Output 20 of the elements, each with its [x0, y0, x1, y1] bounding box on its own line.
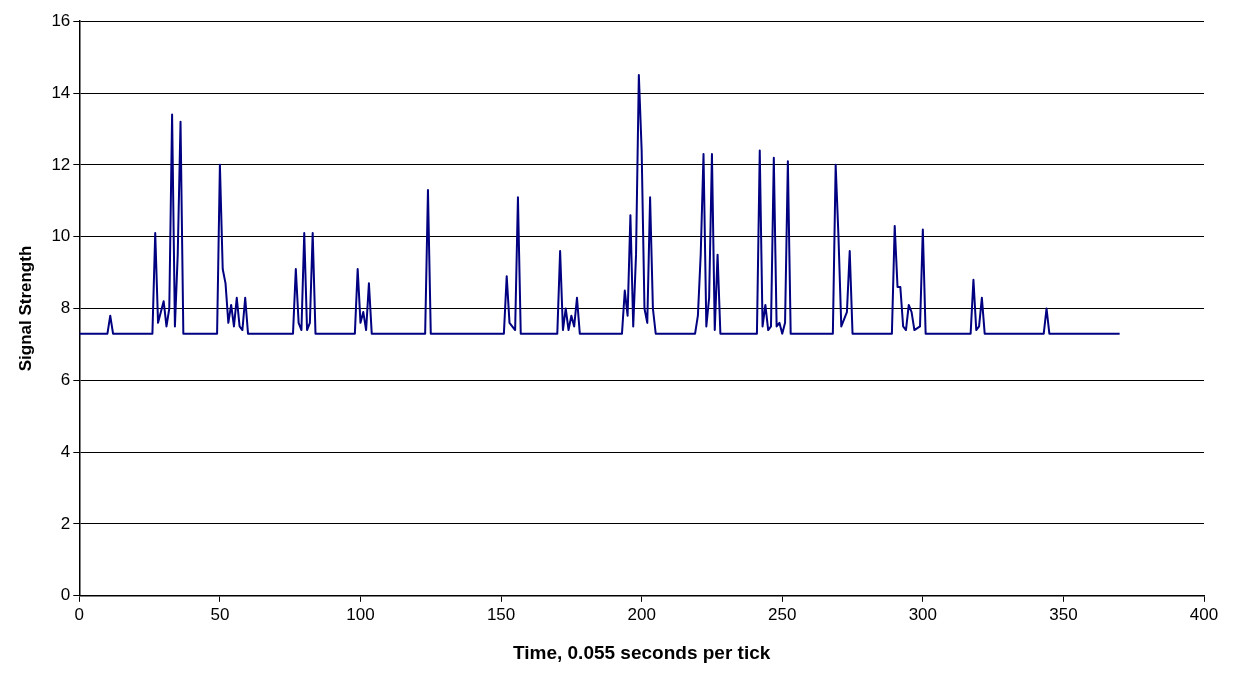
y-tick-label: 0: [60, 585, 71, 605]
x-tick-label: 100: [346, 604, 375, 624]
y-tick-label: 8: [60, 298, 71, 318]
x-tick-label: 0: [74, 604, 85, 624]
x-tick-label: 150: [486, 604, 516, 624]
x-tick-label: 400: [1189, 604, 1219, 624]
y-tick-label: 2: [60, 513, 71, 533]
x-tick-label: 250: [768, 604, 797, 624]
y-tick-label: 10: [51, 226, 71, 246]
x-tick-label: 350: [1049, 604, 1078, 624]
y-tick-label: 6: [60, 370, 71, 390]
y-tick-label: 4: [60, 441, 71, 461]
x-axis-title: Time, 0.055 seconds per tick: [512, 641, 771, 663]
x-tick-label: 200: [627, 604, 656, 624]
y-tick-label: 14: [51, 82, 71, 102]
y-axis-title: Signal Strength: [15, 245, 35, 372]
x-tick-label: 50: [210, 604, 230, 624]
x-tick-label: 300: [908, 604, 938, 624]
y-tick-label: 12: [51, 154, 71, 174]
y-tick-label: 16: [51, 10, 71, 30]
